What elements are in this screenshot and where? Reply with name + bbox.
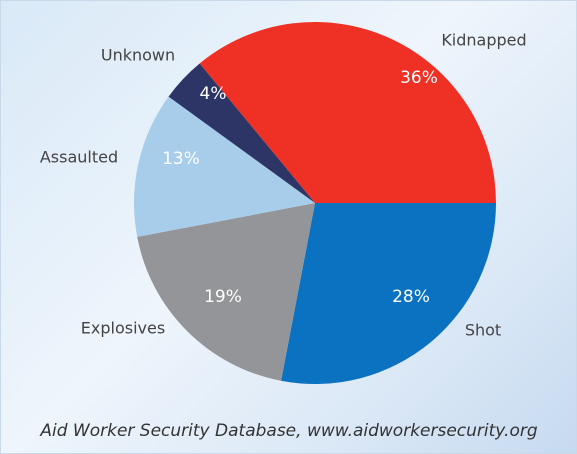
pie-slice <box>168 63 315 203</box>
value-label: 4% <box>200 84 227 104</box>
pie-slice <box>137 203 315 381</box>
pie-slice <box>281 203 496 384</box>
value-label: 19% <box>204 287 242 307</box>
pie-slice <box>199 21 496 204</box>
value-label: 36% <box>400 68 438 88</box>
pie-slice <box>134 96 315 237</box>
category-label: Assaulted <box>40 148 118 167</box>
category-label: Explosives <box>81 319 165 338</box>
category-label: Shot <box>465 321 501 340</box>
value-label: 28% <box>392 287 430 307</box>
source-note: Aid Worker Security Database, www.aidwor… <box>39 421 537 441</box>
value-label: 13% <box>162 149 200 169</box>
category-label: Unknown <box>101 46 175 65</box>
category-label: Kidnapped <box>441 31 526 50</box>
